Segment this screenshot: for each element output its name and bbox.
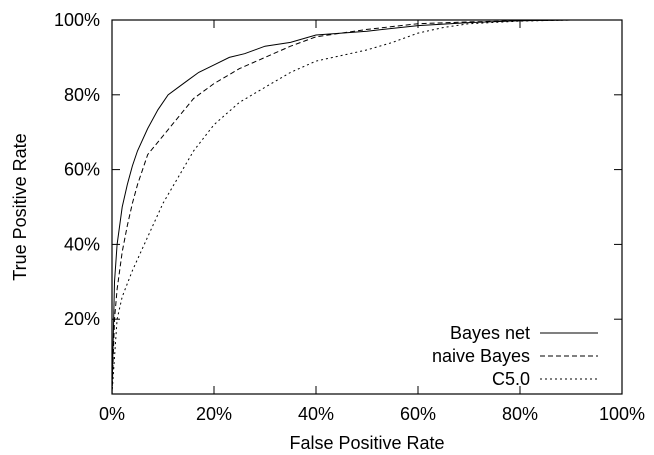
x-tick-label: 60% [400, 404, 436, 424]
tick-marks [111, 19, 623, 394]
tick-labels: 0% 20% 40% 60% 80% 100% 20% 40% 60% 80% 100% [54, 10, 645, 424]
y-tick-label: 60% [64, 160, 100, 180]
y-axis-title: True Positive Rate [10, 133, 30, 280]
y-tick-label: 100% [54, 10, 100, 30]
y-tick-label: 20% [64, 309, 100, 329]
plot-frame [111, 19, 623, 395]
series-line-naive-bayes [111, 19, 622, 395]
legend-label: C5.0 [492, 369, 530, 389]
x-tick-label: 0% [99, 404, 125, 424]
y-tick-label: 80% [64, 85, 100, 105]
y-tick-label: 40% [64, 234, 100, 254]
x-tick-label: 100% [599, 404, 645, 424]
x-tick-label: 80% [502, 404, 538, 424]
x-tick-label: 40% [298, 404, 334, 424]
series-line-bayes-net [111, 19, 622, 395]
legend-label: Bayes net [450, 323, 530, 343]
series-line-c5-0 [111, 19, 622, 395]
series-lines [111, 19, 622, 395]
legend-label: naive Bayes [432, 346, 530, 366]
legend: Bayes net naive Bayes C5.0 [432, 323, 598, 389]
x-axis-title: False Positive Rate [289, 433, 444, 453]
x-tick-label: 20% [196, 404, 232, 424]
